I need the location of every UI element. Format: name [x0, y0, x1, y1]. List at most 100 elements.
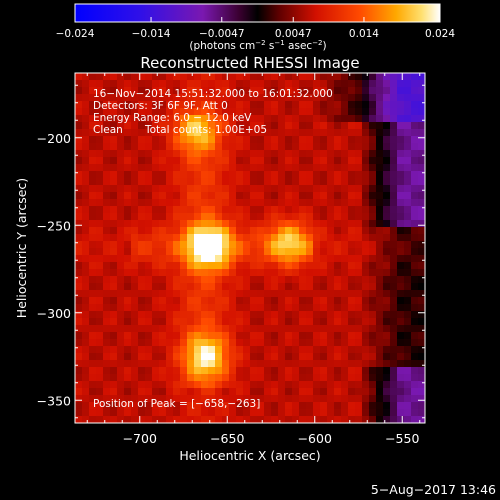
heatmap-cell	[173, 227, 181, 235]
heatmap-cell	[327, 227, 335, 235]
heatmap-cell	[215, 227, 223, 235]
heatmap-cell	[159, 164, 167, 172]
heatmap-cell	[75, 290, 83, 298]
heatmap-cell	[138, 339, 146, 347]
heatmap-cell	[418, 73, 425, 81]
heatmap-cell	[152, 241, 160, 249]
heatmap-cell	[348, 199, 356, 207]
heatmap-cell	[250, 101, 258, 109]
heatmap-cell	[418, 318, 425, 326]
heatmap-cell	[369, 325, 377, 333]
heatmap-cell	[418, 164, 425, 172]
heatmap-cell	[404, 206, 412, 214]
heatmap-cell	[117, 353, 125, 361]
heatmap-cell	[376, 367, 384, 375]
heatmap-cell	[138, 192, 146, 200]
heatmap-cell	[348, 290, 356, 298]
heatmap-cell	[138, 353, 146, 361]
heatmap-cell	[180, 255, 188, 263]
heatmap-cell	[180, 164, 188, 172]
heatmap-cell	[411, 178, 419, 186]
heatmap-cell	[264, 136, 272, 144]
heatmap-cell	[285, 185, 293, 193]
heatmap-cell	[411, 164, 419, 172]
heatmap-cell	[96, 87, 104, 95]
heatmap-cell	[236, 178, 244, 186]
heatmap-cell	[208, 332, 216, 340]
heatmap-cell	[215, 360, 223, 368]
heatmap-cell	[152, 283, 160, 291]
heatmap-cell	[103, 332, 111, 340]
heatmap-cell	[138, 115, 146, 123]
heatmap-cell	[166, 360, 174, 368]
heatmap-cell	[103, 192, 111, 200]
heatmap-cell	[376, 192, 384, 200]
heatmap-cell	[320, 381, 328, 389]
heatmap-cell	[208, 115, 216, 123]
heatmap-cell	[418, 220, 425, 228]
heatmap-cell	[341, 115, 349, 123]
heatmap-cell	[257, 318, 265, 326]
heatmap-cell	[334, 143, 342, 151]
heatmap-cell	[278, 185, 286, 193]
heatmap-cell	[334, 157, 342, 165]
heatmap-cell	[222, 206, 230, 214]
heatmap-cell	[145, 227, 153, 235]
heatmap-cell	[96, 402, 104, 410]
heatmap-cell	[180, 108, 188, 116]
heatmap-cell	[376, 80, 384, 88]
heatmap-cell	[285, 416, 293, 423]
heatmap-cell	[355, 164, 363, 172]
heatmap-cell	[110, 136, 118, 144]
heatmap-cell	[411, 101, 419, 109]
heatmap-cell	[264, 262, 272, 270]
heatmap-cell	[383, 129, 391, 137]
heatmap-cell	[145, 367, 153, 375]
heatmap-cell	[250, 164, 258, 172]
heatmap-cell	[96, 115, 104, 123]
heatmap-cell	[117, 297, 125, 305]
heatmap-cell	[313, 101, 321, 109]
heatmap-cell	[187, 122, 195, 130]
heatmap-cell	[180, 192, 188, 200]
heatmap-cell	[320, 178, 328, 186]
heatmap-cell	[285, 73, 293, 81]
heatmap-cell	[124, 122, 132, 130]
heatmap-cell	[313, 346, 321, 354]
heatmap-cell	[208, 360, 216, 368]
heatmap-cell	[355, 360, 363, 368]
heatmap-cell	[362, 276, 370, 284]
heatmap-cell	[334, 192, 342, 200]
heatmap-cell	[397, 94, 405, 102]
heatmap-cell	[306, 325, 314, 333]
heatmap-cell	[82, 353, 90, 361]
heatmap-cell	[313, 157, 321, 165]
heatmap-cell	[257, 80, 265, 88]
heatmap-cell	[187, 297, 195, 305]
heatmap-cell	[320, 115, 328, 123]
heatmap-cell	[278, 136, 286, 144]
heatmap-cell	[299, 367, 307, 375]
heatmap-cell	[278, 318, 286, 326]
heatmap-cell	[383, 283, 391, 291]
heatmap-cell	[390, 206, 398, 214]
heatmap-cell	[229, 185, 237, 193]
heatmap-cell	[376, 416, 384, 423]
heatmap-cell	[82, 206, 90, 214]
heatmap-cell	[320, 297, 328, 305]
heatmap-cell	[320, 136, 328, 144]
heatmap-cell	[201, 311, 209, 319]
heatmap-cell	[117, 290, 125, 298]
heatmap-cell	[110, 416, 118, 423]
heatmap-cell	[201, 185, 209, 193]
heatmap-cell	[264, 318, 272, 326]
heatmap-cell	[348, 353, 356, 361]
heatmap-cell	[208, 87, 216, 95]
heatmap-cell	[271, 416, 279, 423]
heatmap-cell	[82, 101, 90, 109]
heatmap-cell	[383, 262, 391, 270]
heatmap-cell	[243, 290, 251, 298]
heatmap-cell	[264, 381, 272, 389]
heatmap-cell	[264, 101, 272, 109]
heatmap-cell	[201, 297, 209, 305]
